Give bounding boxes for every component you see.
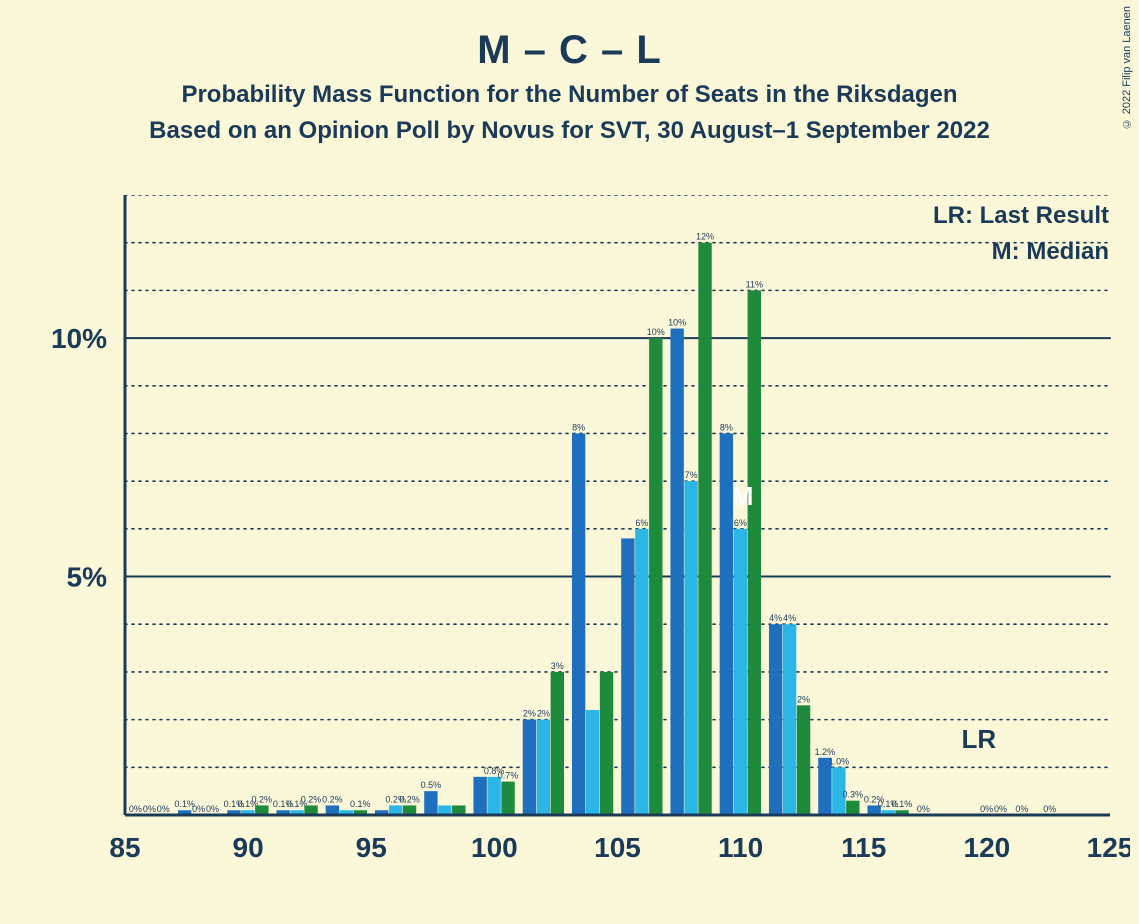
svg-text:0.2%: 0.2%: [252, 794, 273, 804]
svg-text:0.1%: 0.1%: [350, 799, 371, 809]
svg-text:M: M: [732, 481, 754, 511]
svg-text:110: 110: [718, 832, 763, 863]
svg-text:5%: 5%: [67, 562, 108, 593]
svg-text:2%: 2%: [523, 709, 536, 719]
svg-text:12%: 12%: [696, 232, 714, 242]
svg-text:8%: 8%: [720, 422, 733, 432]
chart-subtitle-2: Based on an Opinion Poll by Novus for SV…: [0, 117, 1139, 145]
svg-text:10%: 10%: [647, 327, 665, 337]
svg-text:85: 85: [109, 832, 140, 863]
svg-text:0%: 0%: [1015, 804, 1028, 814]
svg-text:0%: 0%: [129, 804, 142, 814]
svg-text:105: 105: [594, 832, 641, 863]
chart-svg: 5%10%8590951001051101151201250%0%0%0.1%0…: [30, 195, 1130, 895]
svg-text:0%: 0%: [1043, 804, 1056, 814]
svg-text:10%: 10%: [668, 318, 686, 328]
svg-text:7%: 7%: [685, 470, 698, 480]
titles: M – C – L Probability Mass Function for …: [0, 0, 1139, 145]
svg-text:0%: 0%: [192, 804, 205, 814]
svg-text:0%: 0%: [206, 804, 219, 814]
svg-text:0.2%: 0.2%: [301, 794, 322, 804]
credit-text: © 2022 Filip van Laenen: [1121, 6, 1133, 129]
svg-text:0%: 0%: [143, 804, 156, 814]
svg-text:6%: 6%: [635, 518, 648, 528]
svg-text:0.1%: 0.1%: [892, 799, 913, 809]
svg-text:4%: 4%: [769, 613, 782, 623]
svg-text:1.2%: 1.2%: [815, 747, 836, 757]
svg-text:LR: LR: [962, 724, 997, 754]
chart-title: M – C – L: [0, 28, 1139, 73]
svg-text:0.7%: 0.7%: [498, 771, 519, 781]
svg-text:0%: 0%: [994, 804, 1007, 814]
svg-text:6%: 6%: [734, 518, 747, 528]
svg-text:0.3%: 0.3%: [843, 790, 864, 800]
svg-text:125: 125: [1087, 832, 1130, 863]
svg-text:3%: 3%: [551, 661, 564, 671]
svg-text:100: 100: [471, 832, 518, 863]
chart-area: 5%10%8590951001051101151201250%0%0%0.1%0…: [30, 195, 1130, 895]
svg-text:10%: 10%: [51, 323, 107, 354]
svg-text:120: 120: [964, 832, 1011, 863]
svg-text:95: 95: [356, 832, 387, 863]
svg-text:1.0%: 1.0%: [829, 756, 850, 766]
svg-text:0%: 0%: [980, 804, 993, 814]
svg-text:0.2%: 0.2%: [399, 794, 420, 804]
svg-text:2%: 2%: [537, 709, 550, 719]
svg-text:11%: 11%: [746, 279, 763, 289]
svg-text:2%: 2%: [797, 694, 810, 704]
svg-text:8%: 8%: [572, 422, 585, 432]
svg-text:115: 115: [841, 832, 886, 863]
svg-text:4%: 4%: [783, 613, 796, 623]
svg-text:0%: 0%: [157, 804, 170, 814]
svg-text:0.5%: 0.5%: [421, 780, 442, 790]
chart-subtitle-1: Probability Mass Function for the Number…: [0, 81, 1139, 109]
svg-text:0%: 0%: [917, 804, 930, 814]
svg-text:90: 90: [233, 832, 264, 863]
svg-text:0.2%: 0.2%: [322, 794, 343, 804]
